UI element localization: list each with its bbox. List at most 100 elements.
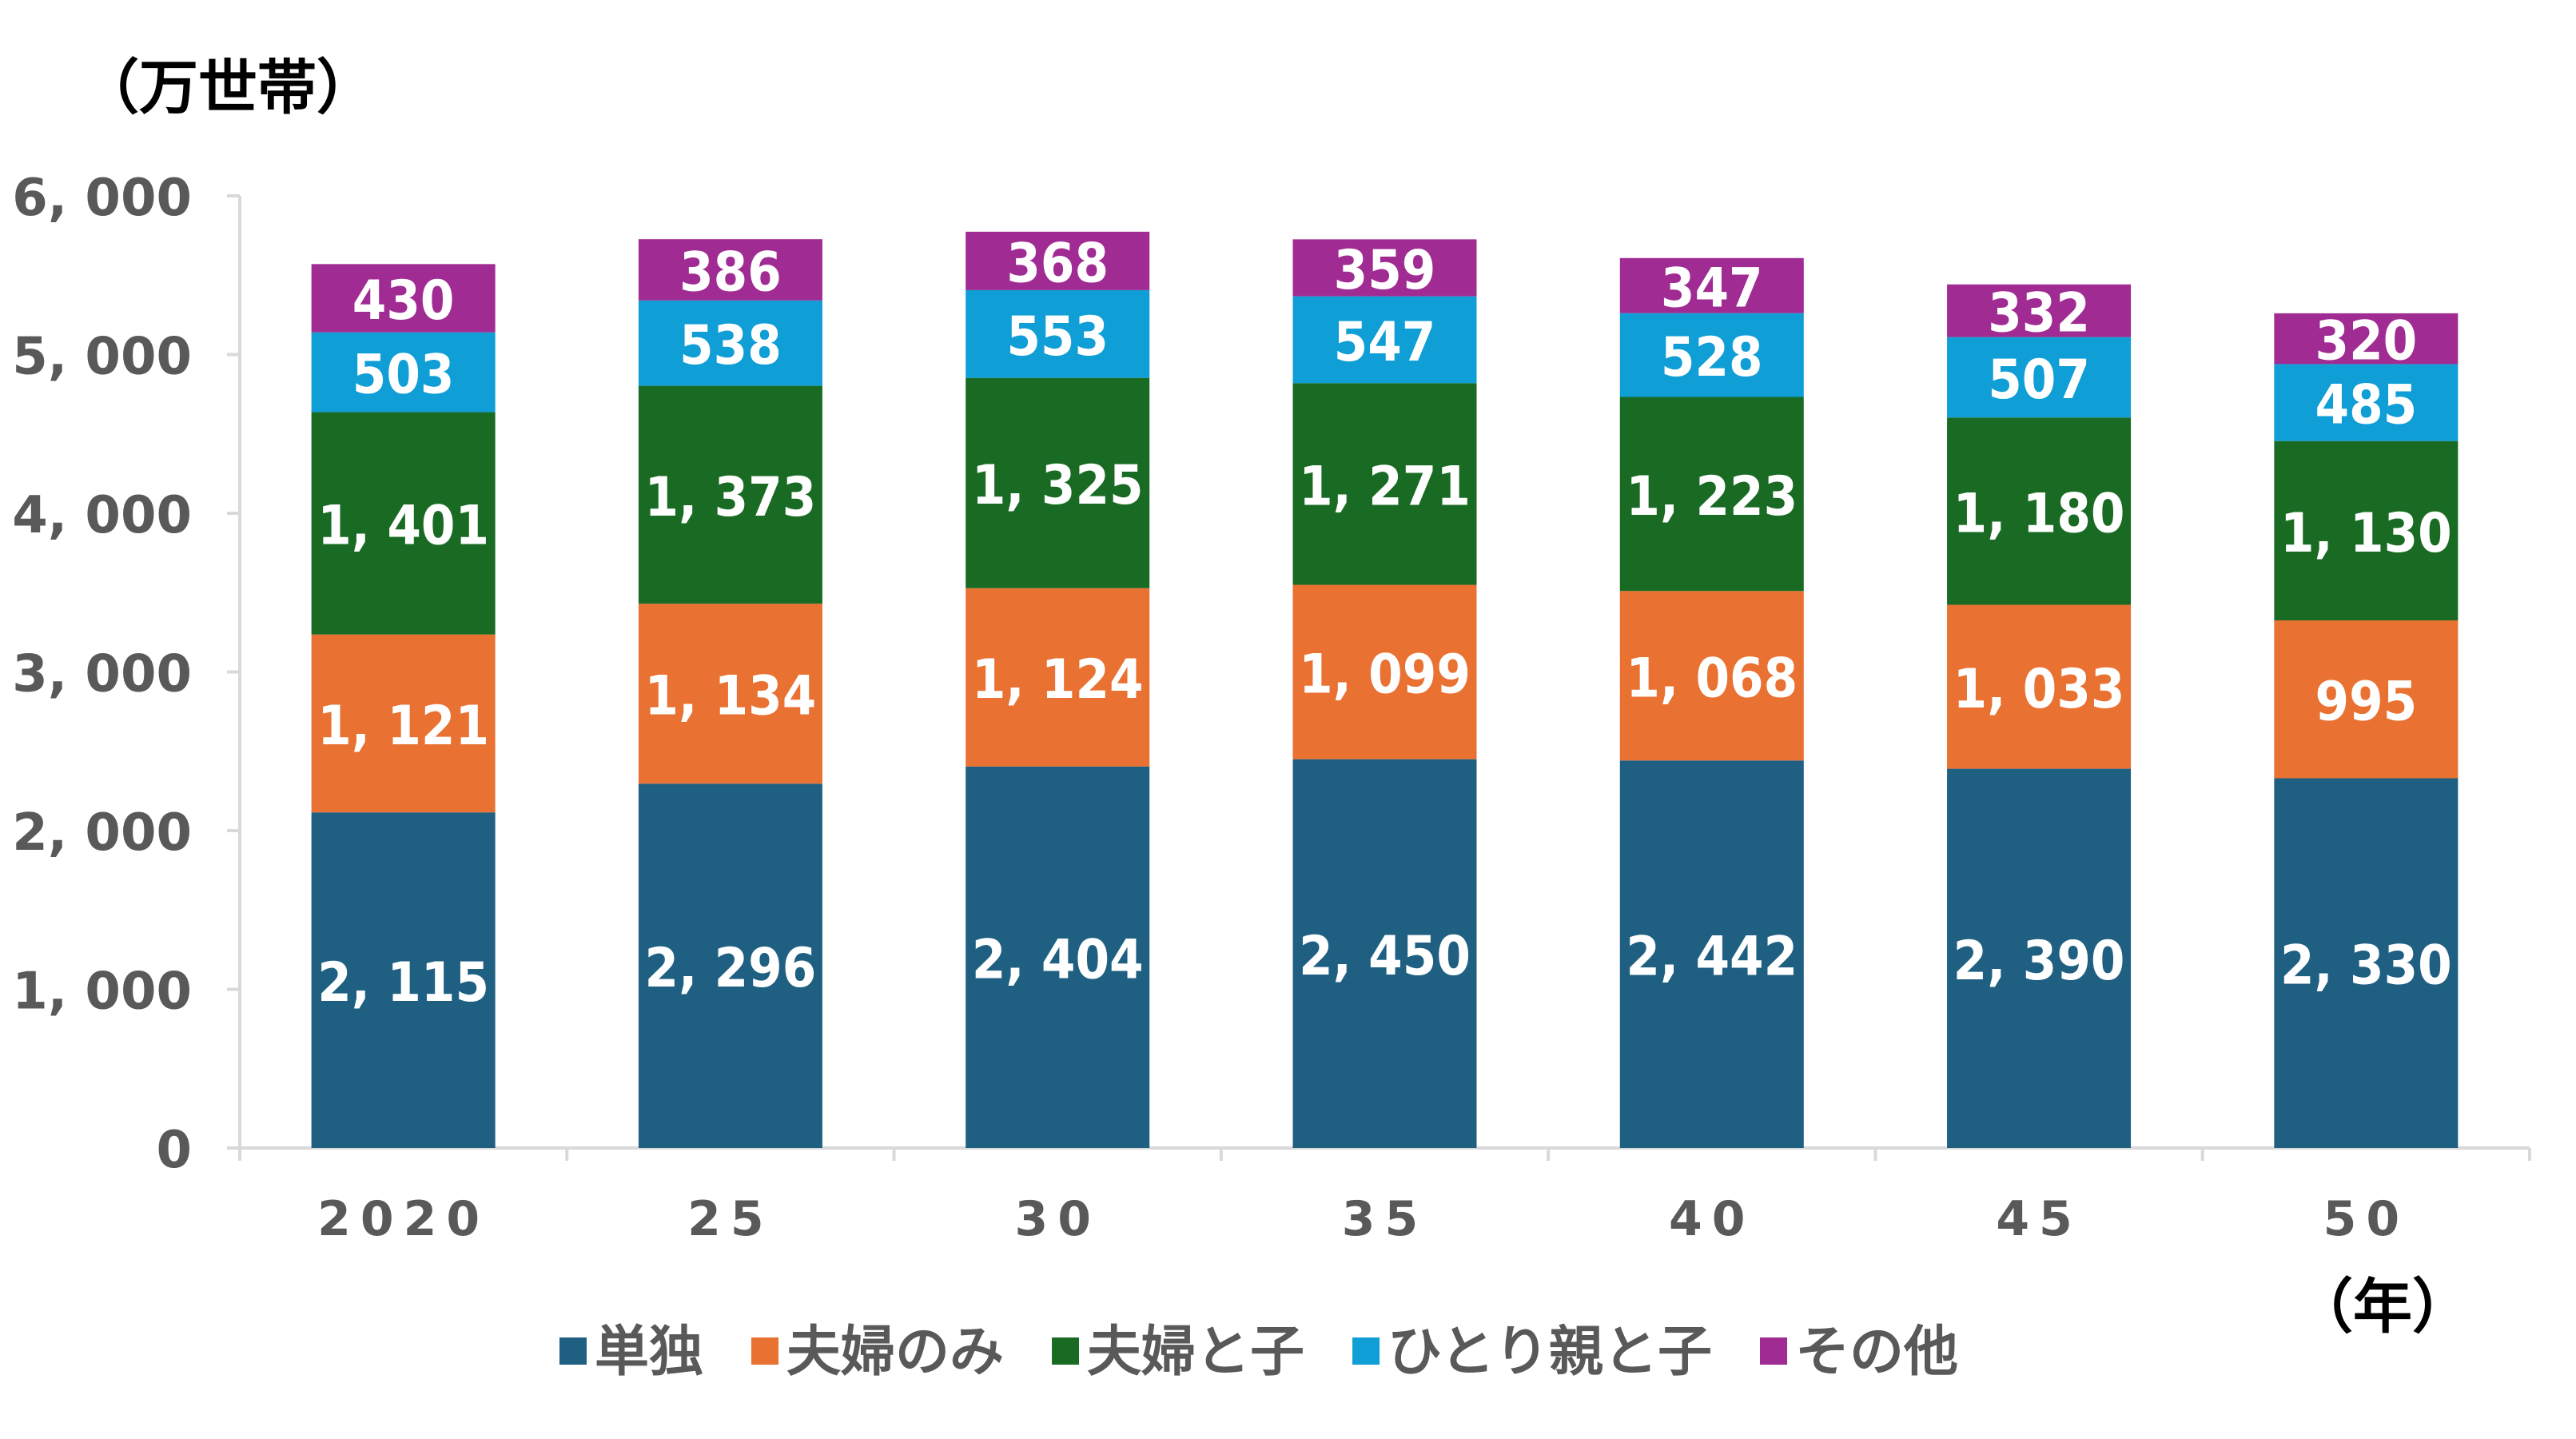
bar-data-label: 1, 121 <box>317 695 489 758</box>
bar-data-label: 2, 296 <box>645 937 817 1000</box>
bar-data-label: 1, 271 <box>1299 455 1471 518</box>
legend-swatch <box>559 1337 587 1365</box>
bar-segment <box>1292 759 1477 1148</box>
bars <box>311 231 2459 1148</box>
bar-segment <box>966 588 1150 767</box>
bar-data-label: 1, 325 <box>972 454 1144 517</box>
x-tick-label: 25 <box>687 1191 774 1247</box>
bar-segment <box>1619 397 1804 592</box>
bar-segment <box>311 332 496 413</box>
bar-data-label: 368 <box>1006 232 1109 295</box>
bar-data-label: 347 <box>1661 257 1763 320</box>
bar-segment <box>1619 760 1804 1148</box>
bar-segment <box>638 239 822 301</box>
y-tick-label: 5, 000 <box>12 328 192 387</box>
bar-segment <box>1947 417 2132 605</box>
bar-data-label: 1, 134 <box>645 665 817 728</box>
y-axis: 0 1, 000 2, 000 3, 000 4, 000 5, 000 6, 000 <box>12 169 241 1180</box>
bar-data-label: 1, 180 <box>1953 482 2125 545</box>
bar-data-label: 359 <box>1334 239 1436 302</box>
legend-label: 単独 <box>595 1321 703 1384</box>
bar-data-label: 2, 442 <box>1626 926 1798 989</box>
bar-segment <box>311 812 496 1148</box>
bar-segment <box>2274 364 2459 441</box>
bar-segment <box>1947 337 2132 418</box>
bar-data-label: 2, 450 <box>1299 925 1471 988</box>
legend-swatch <box>1352 1337 1380 1365</box>
legend: 単独 夫婦のみ 夫婦と子 ひとり親と子 その他 <box>559 1321 1958 1384</box>
bar-data-label: 995 <box>2315 671 2418 734</box>
bar-segment <box>311 634 496 813</box>
legend-swatch <box>1760 1337 1788 1365</box>
legend-label: 夫婦のみ <box>786 1321 1004 1384</box>
bar-segment <box>966 766 1150 1148</box>
bar-segment <box>311 264 496 333</box>
bar-segment <box>311 412 496 635</box>
y-tick-label: 2, 000 <box>12 803 192 863</box>
bar-data-label: 485 <box>2315 374 2418 437</box>
bar-data-label: 503 <box>352 344 455 407</box>
bar-segment <box>638 300 822 386</box>
bar-segment <box>1619 591 1804 761</box>
bar-segment <box>1947 284 2132 337</box>
bar-segment <box>966 231 1150 290</box>
bar-data-label: 386 <box>679 241 782 305</box>
bar-segment <box>1619 313 1804 397</box>
bar-segment <box>1292 584 1477 759</box>
bar-segment <box>966 377 1150 588</box>
bar-data-label: 1, 099 <box>1299 644 1471 707</box>
bar-data-label: 2, 404 <box>972 928 1144 991</box>
x-axis: 2020 25 30 35 40 45 50 <box>238 1146 2531 1247</box>
x-tick-label: 35 <box>1342 1191 1428 1247</box>
bar-data-label: 1, 223 <box>1626 465 1798 528</box>
x-axis-unit-label: （年） <box>2294 1273 2471 1341</box>
bar-segment <box>2274 778 2459 1148</box>
bar-data-label: 1, 401 <box>317 495 489 558</box>
legend-label: ひとり親と子 <box>1388 1321 1712 1384</box>
x-tick-label: 40 <box>1669 1191 1755 1247</box>
x-tick-label: 50 <box>2323 1191 2410 1247</box>
bar-segment <box>1292 239 1477 297</box>
bar-data-label: 2, 115 <box>317 951 489 1014</box>
y-tick-label: 6, 000 <box>12 169 192 228</box>
y-tick-label: 0 <box>156 1121 192 1180</box>
bar-segment <box>2274 620 2459 779</box>
legend-swatch <box>1052 1337 1080 1365</box>
bar-data-labels: 2, 115 1, 121 1, 401 503 430 2, 296 1, 134 1, 3… <box>317 232 2452 1014</box>
bar-data-label: 1, 068 <box>1626 647 1798 710</box>
bar-segment <box>1619 257 1804 313</box>
y-axis-unit-label: （万世帯） <box>80 54 376 122</box>
bar-segment <box>638 385 822 604</box>
legend-swatch <box>751 1337 779 1365</box>
bar-data-label: 320 <box>2315 310 2418 373</box>
x-tick-label: 2020 <box>317 1191 489 1247</box>
bar-data-label: 1, 130 <box>2280 502 2452 565</box>
y-tick-label: 1, 000 <box>12 963 192 1022</box>
bar-data-label: 2, 330 <box>2280 935 2452 998</box>
bar-data-label: 332 <box>1988 282 2090 345</box>
x-tick-label: 30 <box>1014 1191 1101 1247</box>
y-tick-label: 3, 000 <box>12 645 192 704</box>
legend-label: その他 <box>1795 1321 1958 1384</box>
bar-data-label: 1, 373 <box>645 466 817 529</box>
bar-data-label: 430 <box>352 269 455 333</box>
bar-data-label: 507 <box>1988 349 2090 412</box>
bar-segment <box>2274 440 2459 620</box>
bar-segment <box>2274 313 2459 365</box>
legend-label: 夫婦と子 <box>1087 1321 1304 1384</box>
y-tick-label: 4, 000 <box>12 486 192 545</box>
bar-data-label: 1, 124 <box>972 648 1144 712</box>
bar-segment <box>1947 604 2132 769</box>
bar-data-label: 1, 033 <box>1953 658 2125 721</box>
bar-data-label: 547 <box>1334 311 1436 374</box>
bar-data-label: 2, 390 <box>1953 930 2125 993</box>
bar-segment <box>966 289 1150 378</box>
bar-data-label: 528 <box>1661 326 1763 389</box>
bar-segment <box>638 604 822 784</box>
bar-data-label: 553 <box>1006 305 1109 369</box>
bar-data-label: 538 <box>679 314 782 377</box>
bar-segment <box>1947 768 2132 1148</box>
x-tick-label: 45 <box>1996 1191 2082 1247</box>
bar-segment <box>1292 383 1477 585</box>
